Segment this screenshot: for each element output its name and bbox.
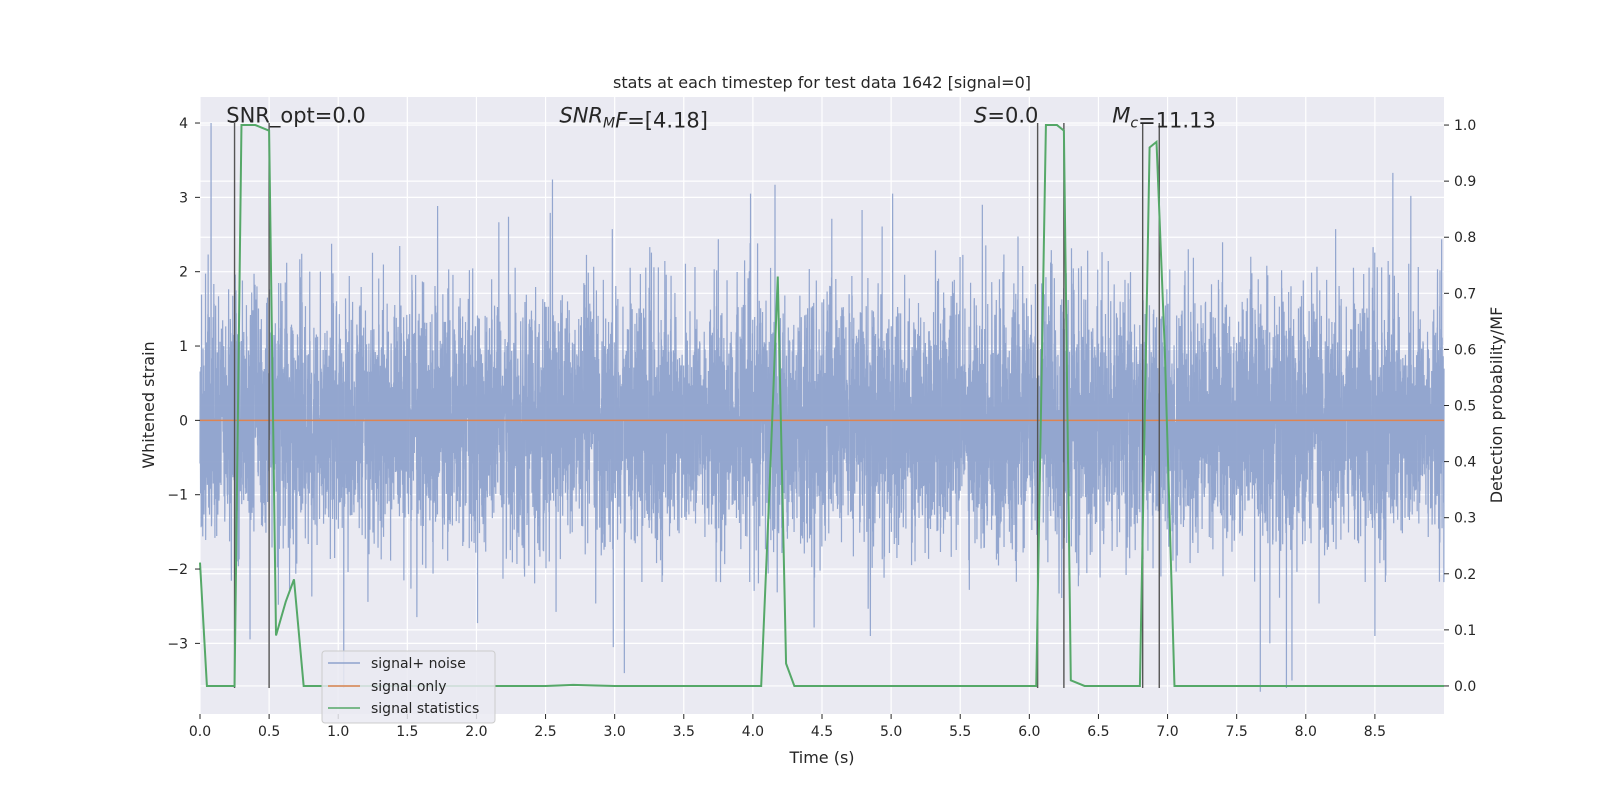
legend-box [321,650,496,724]
annotation-1: SNRMF=[4.18] [559,104,708,133]
y-right-tick-label: 1.0 [1454,118,1476,134]
y-right-tick-label: 0.3 [1454,511,1476,527]
x-axis-label: Time (s) [788,748,854,767]
y-right-tick-label: 0.5 [1454,399,1476,415]
annotations: SNR_opt=0.0 SNRMF=[4.18] S=0.0 Mc=11.13 [226,104,1216,133]
y-tick-label: −2 [167,562,188,578]
x-tick-label: 7.5 [1226,724,1248,740]
legend-label-signal: signal only [371,679,446,695]
y-tick-label: 0 [179,413,188,429]
axes: 0.0 0.5 1.0 1.5 2.0 2.5 3.0 3.5 4.0 4.5 5.0 5.5 6.0 6… [167,116,1476,740]
x-tick-label: 0.0 [189,724,211,740]
series-signal-noise [199,123,1445,692]
x-tick-label: 5.0 [880,724,902,740]
x-tick-label: 2.0 [465,724,487,740]
x-tick-label: 8.5 [1364,724,1386,740]
x-tick-label: 3.5 [673,724,695,740]
y-tick-label: 2 [179,265,188,281]
series-layer [199,123,1445,692]
x-tick-label: 0.5 [258,724,280,740]
y-axis-right-label: Detection probability/MF [1487,307,1506,504]
x-tick-label: 6.0 [1018,724,1040,740]
x-tick-label: 4.0 [742,724,764,740]
legend-label-statistics: signal statistics [371,701,479,717]
x-tick-label: 5.5 [949,724,971,740]
y-tick-label: −1 [167,488,188,504]
x-tick-label: 3.0 [604,724,626,740]
y-right-tick-label: 0.9 [1454,174,1476,190]
y-right-tick-label: 0.0 [1454,679,1476,695]
y-right-tick-label: 0.4 [1454,455,1476,471]
x-tick-label: 4.5 [811,724,833,740]
x-tick-label: 8.0 [1295,724,1317,740]
annotation-3: Mc=11.13 [1112,104,1216,133]
x-tick-label: 6.5 [1087,724,1109,740]
x-tick-label: 1.5 [396,724,418,740]
y-axis-label: Whitened strain [139,341,158,468]
x-tick-label: 1.0 [327,724,349,740]
x-tick-label: 2.5 [534,724,556,740]
y-right-tick-label: 0.2 [1454,567,1476,583]
chart-title: stats at each timestep for test data 164… [613,73,1031,92]
y-tick-label: −3 [167,636,188,652]
x-tick-label: 7.0 [1156,724,1178,740]
series-signal-statistics [199,124,1444,687]
legend-label-noise: signal+ noise [371,656,466,672]
y-tick-label: 3 [179,190,188,206]
annotation-0: SNR_opt=0.0 [226,104,366,129]
y-tick-label: 4 [179,116,188,132]
legend: signal+ noise signal only signal statist… [321,650,496,724]
y-right-tick-label: 0.7 [1454,286,1476,302]
y-right-tick-label: 0.1 [1454,623,1476,639]
y-right-tick-label: 0.8 [1454,230,1476,246]
annotation-2: S=0.0 [974,104,1038,128]
y-right-tick-label: 0.6 [1454,342,1476,358]
y-tick-label: 1 [179,339,188,355]
